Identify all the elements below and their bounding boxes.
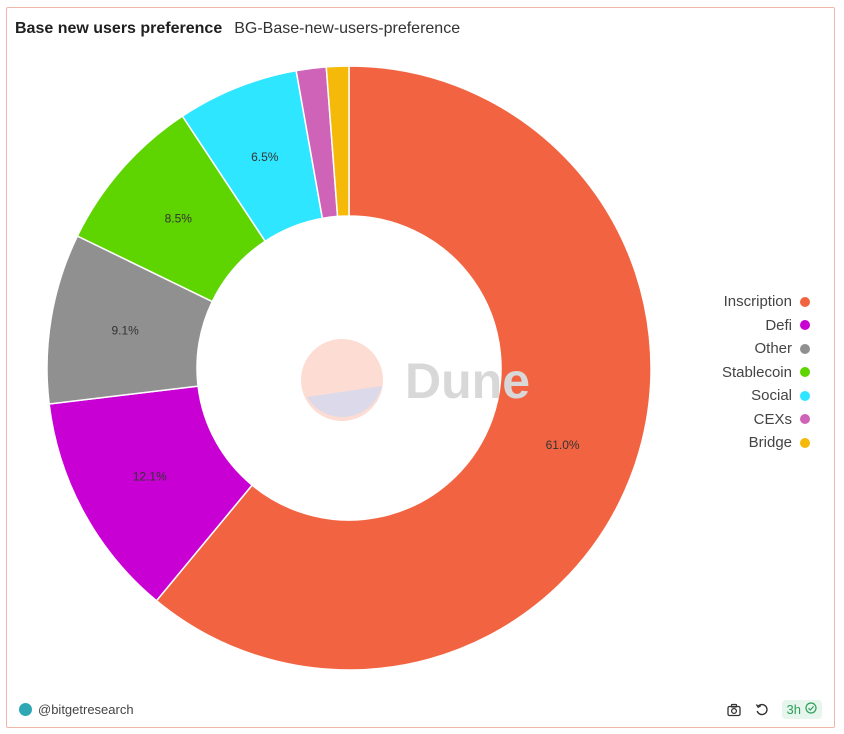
data-label-defi: 12.1% [133, 470, 167, 484]
data-label-stablecoin: 8.5% [165, 211, 193, 225]
legend-swatch [800, 367, 810, 378]
legend-label: Other [754, 340, 792, 358]
check-circle-icon [805, 702, 817, 717]
query-name[interactable]: BG-Base-new-users-preference [234, 20, 461, 37]
legend-label: Bridge [748, 434, 792, 452]
legend-item-defi[interactable]: Defi [722, 314, 810, 338]
author-link[interactable]: @bitgetresearch [19, 702, 134, 717]
camera-icon[interactable] [726, 702, 742, 718]
legend-item-inscription[interactable]: Inscription [722, 290, 810, 314]
legend-swatch [800, 296, 810, 307]
slice-bridge[interactable] [325, 65, 350, 218]
legend-swatch [800, 437, 810, 448]
legend-swatch [800, 343, 810, 354]
legend-item-social[interactable]: Social [722, 384, 810, 408]
legend-label: Defi [765, 316, 792, 334]
footer-actions: 3h [726, 700, 822, 719]
legend-swatch [800, 414, 810, 425]
chart-title: Base new users preference [15, 20, 223, 37]
donut-chart: Dune 61.0% 12.1% 9.1% 8.5% 6.5% [46, 65, 652, 671]
data-labels-group: 61.0% 12.1% 9.1% 8.5% 6.5% [111, 150, 579, 484]
data-label-social: 6.5% [251, 150, 279, 164]
slice-inscription[interactable] [155, 65, 652, 671]
watermark-text: Dune [405, 353, 530, 409]
avatar [19, 703, 32, 716]
legend-label: Inscription [723, 293, 792, 311]
legend-swatch [800, 390, 810, 401]
refresh-status-badge[interactable]: 3h [781, 700, 822, 719]
dune-watermark: Dune [301, 339, 530, 421]
legend-label: Stablecoin [721, 363, 792, 381]
legend-item-bridge[interactable]: Bridge [722, 431, 810, 455]
slices-group [46, 65, 652, 671]
data-label-other: 9.1% [111, 323, 139, 337]
chart-header: Base new users preference BG-Base-new-us… [15, 20, 460, 38]
legend-swatch [800, 320, 810, 331]
legend-label: CEXs [753, 410, 792, 428]
legend-item-stablecoin[interactable]: Stablecoin [722, 361, 810, 385]
chart-card: Base new users preference BG-Base-new-us… [6, 7, 835, 728]
legend-item-cexs[interactable]: CEXs [722, 408, 810, 432]
chart-legend: Inscription Defi Other Stablecoin Social CEXs… [722, 290, 810, 455]
author-name: @bitgetresearch [38, 702, 134, 717]
refresh-icon[interactable] [754, 702, 770, 718]
legend-label: Social [751, 387, 792, 405]
data-label-inscription: 61.0% [546, 438, 580, 452]
legend-item-other[interactable]: Other [722, 337, 810, 361]
refresh-age: 3h [786, 702, 801, 717]
watermark-logo-bottom [307, 386, 382, 418]
